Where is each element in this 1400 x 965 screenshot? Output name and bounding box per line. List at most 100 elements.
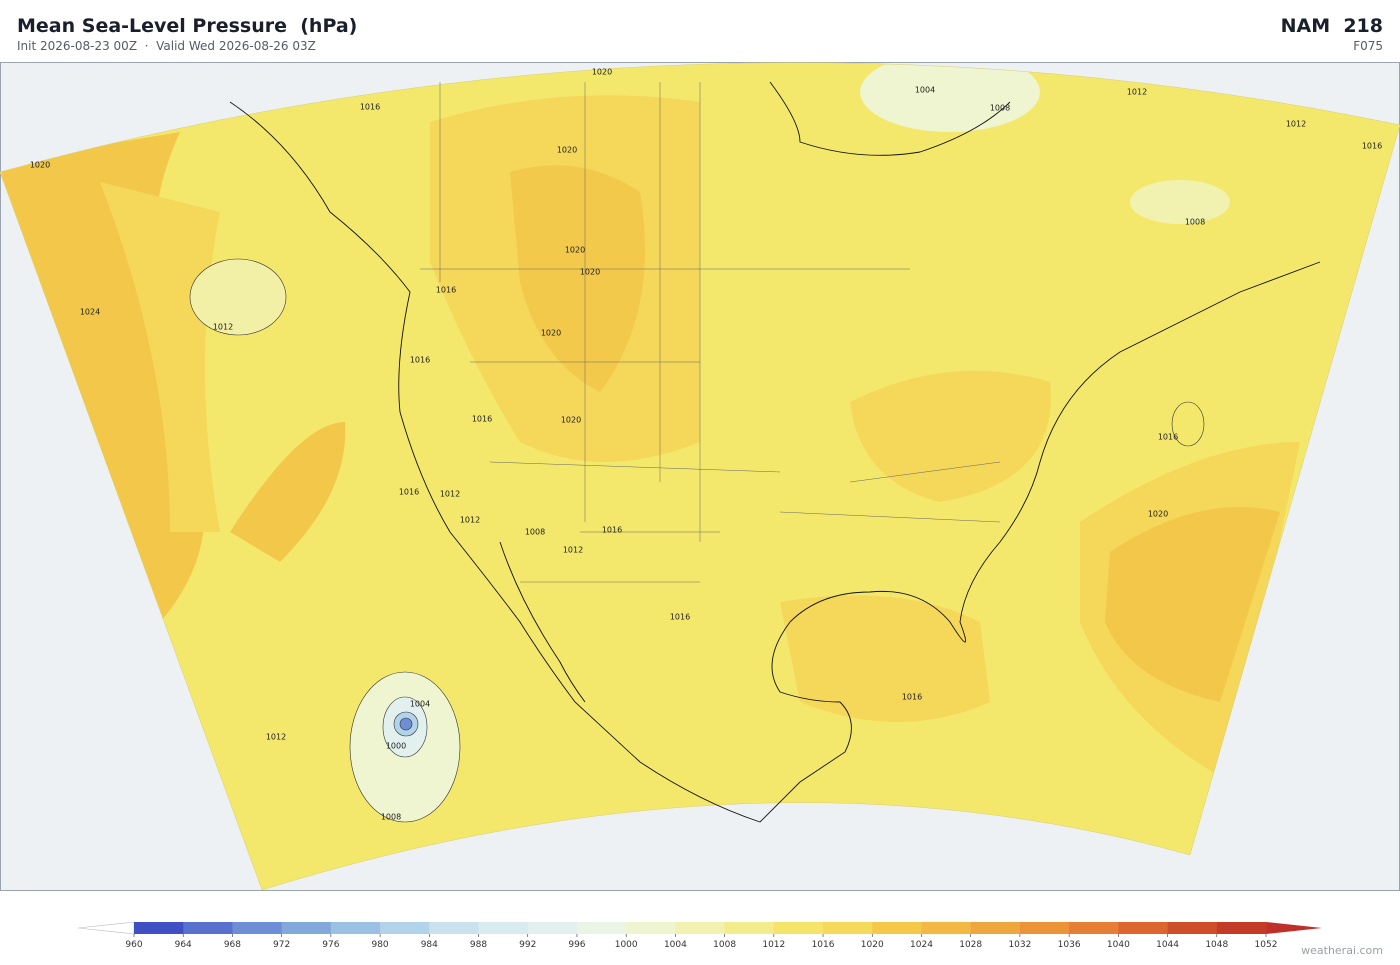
contour-label: 1016 [360,103,380,112]
contour-label: 1020 [592,68,612,77]
colorbar-tick-label: 1028 [959,940,982,950]
contour-label: 1012 [1127,88,1147,97]
contour-label: 1012 [266,733,286,742]
colorbar-segment [183,922,233,934]
colorbar-segment [576,922,627,934]
colorbar-segment [1167,922,1218,934]
contour-label: 1016 [399,488,419,497]
contour-label: 1020 [541,329,561,338]
colorbar-segment [380,922,430,934]
colorbar-tick-label: 1048 [1205,940,1228,950]
contour-label: 1016 [670,613,690,622]
borders [420,82,1001,583]
shade-1016 [850,370,1051,502]
colorbar-segment [724,922,775,934]
colorbar-segment [330,922,381,934]
colorbar-tick-label: 980 [371,940,388,950]
colorbar-segment [773,922,824,934]
model-name: NAM 218 [1280,15,1383,37]
colorbar-tick-label: 1000 [615,940,638,950]
colorbar-tick-label: 1004 [664,940,687,950]
colorbar-tick-label: 960 [125,940,142,950]
contour-label: 1020 [561,416,581,425]
shade-1020 [1105,507,1280,702]
colorbar-tick-label: 1044 [1156,940,1179,950]
colorbar-tick-label: 1016 [812,940,835,950]
contour-label: 1020 [565,246,585,255]
isobar [1171,401,1205,447]
shade-1004 [860,62,1040,132]
contour-label: 1020 [1148,510,1168,519]
contour-label: 1012 [440,490,460,499]
contour-label: 1008 [1185,218,1205,227]
contour-label: 1008 [525,528,545,537]
colorbar-segment [429,922,480,934]
colorbar-segment [1118,922,1169,934]
domain-edge [0,62,1400,891]
contour-label: 1016 [902,693,922,702]
contour-label: 1020 [557,146,577,155]
colorbar-tick-label: 1036 [1058,940,1081,950]
contour-label: 1004 [915,86,935,95]
subtitle: Init 2026-08-23 00Z · Valid Wed 2026-08-… [17,39,316,53]
colorbar-tick-label: 1032 [1008,940,1031,950]
colorbar-segment [1216,922,1267,934]
contour-label: 1016 [1158,433,1178,442]
colorbar-tick-label: 1012 [762,940,785,950]
forecast-hour: F075 [1353,39,1383,53]
contour-label: 1020 [580,268,600,277]
contour-label: 1016 [472,415,492,424]
contour-label: 1012 [1286,120,1306,129]
contour-label: 1012 [460,516,480,525]
contour-label: 1012 [563,546,583,555]
coastlines [229,81,1321,823]
colorbar-segment [1019,922,1070,934]
colorbar: 960 964 968 972 976 980 984 988 992 996 1000 1004 10… [77,921,1322,950]
contour-labels: 1020 1016 1020 1020 1020 1004 1008 1012 1012 1016… [30,68,1382,822]
title: Mean Sea-Level Pressure (hPa) [17,15,358,37]
colorbar-segment [970,922,1021,934]
shade-1020 [510,165,645,392]
colorbar-tick-label: 1008 [713,940,736,950]
colorbar-tick-label: 992 [519,940,536,950]
shade-968 [399,717,413,731]
contour-label: 1008 [990,104,1010,113]
colorbar-segment [823,922,873,934]
colorbar-tick-label: 968 [224,940,241,950]
contour-label: 1016 [1362,142,1382,151]
colorbar-segment [921,922,972,934]
shade-1008 [189,258,287,336]
colorbar-segment [1069,922,1119,934]
colorbar-segment [232,922,283,934]
colorbar-segment [134,922,184,934]
colorbar-segment [675,922,726,934]
colorbar-tick-label: 1052 [1255,940,1278,950]
colorbar-tick-label: 996 [568,940,585,950]
map: 1020 1016 1020 1020 1020 1004 1008 1012 1012 1016… [0,62,1400,891]
shade-1016 [100,182,220,532]
contour-label: 1016 [436,286,456,295]
colorbar-segment [872,922,922,934]
contour-label: 1020 [30,161,50,170]
colorbar-tick-label: 1040 [1107,940,1130,950]
colorbar-segment [527,922,578,934]
colorbar-tick-label: 1024 [910,940,933,950]
shade-1008 [1130,180,1230,224]
contour-label: 1016 [602,526,622,535]
contour-label: 1008 [381,813,401,822]
colorbar-tick-label: 964 [175,940,192,950]
colorbar-tick-label: 972 [273,940,290,950]
watermark: weatherai.com [1301,944,1383,957]
shade-1020 [230,422,346,562]
colorbar-tick-label: 1020 [861,940,884,950]
colorbar-tick-label: 984 [421,940,438,950]
contour-label: 1004 [410,700,430,709]
colorbar-tick-label: 976 [322,940,339,950]
contour-label: 1012 [213,323,233,332]
colorbar-over [1266,922,1322,934]
colorbar-under [77,921,135,935]
contour-label: 1024 [80,308,100,317]
shade-1016 [780,595,990,722]
colorbar-tick-label: 988 [470,940,487,950]
